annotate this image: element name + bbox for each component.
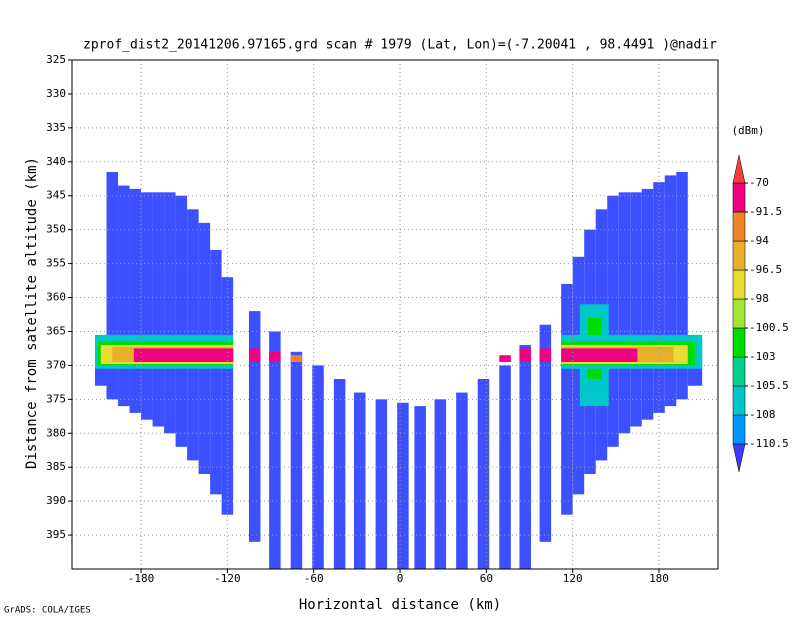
swath-column: [290, 351, 303, 569]
band-cell: [519, 348, 531, 363]
x-tick-label: -60: [304, 572, 324, 585]
x-tick-label: 0: [397, 572, 404, 585]
y-tick-label: 340: [46, 155, 66, 168]
colorbar-swatch: [732, 298, 746, 329]
colorbar-label: -110.5: [749, 437, 789, 450]
y-tick-label: 360: [46, 291, 66, 304]
band-cell: [269, 351, 281, 363]
swath-column: [333, 378, 346, 569]
x-tick-label: 60: [480, 572, 493, 585]
swath-column: [269, 331, 281, 569]
swath-column: [561, 283, 573, 515]
colorbar-label: -70: [749, 176, 769, 189]
band-cell: [499, 355, 511, 363]
chart-title: zprof_dist2_20141206.97165.grd scan # 19…: [83, 38, 717, 53]
x-tick-label: 120: [563, 572, 583, 585]
y-tick-label: 380: [46, 426, 66, 439]
colorbar-swatch: [732, 327, 746, 358]
band-cell: [290, 355, 303, 363]
colorbar-label: -105.5: [749, 379, 789, 392]
swath-column: [653, 182, 665, 413]
swath-column: [164, 192, 176, 434]
y-tick-label: 355: [46, 257, 66, 270]
colorbar-swatch: [732, 356, 746, 387]
colorbar-label: -100.5: [749, 321, 789, 334]
swath-column: [499, 365, 511, 569]
x-axis-label: Horizontal distance (km): [299, 597, 501, 613]
x-tick-label: -180: [128, 572, 155, 585]
swath-column: [519, 345, 531, 569]
swath-column: [607, 195, 619, 447]
x-tick-label: -120: [214, 572, 241, 585]
y-tick-label: 350: [46, 223, 66, 236]
y-tick-label: 395: [46, 528, 66, 541]
swath-column: [118, 185, 130, 407]
band-cell: [248, 348, 261, 363]
swath-column: [414, 406, 426, 569]
y-tick-label: 345: [46, 189, 66, 202]
swath-column: [353, 392, 366, 569]
y-tick-label: 375: [46, 392, 66, 405]
colorbar-unit: (dBm): [731, 124, 764, 137]
swath-column: [141, 192, 153, 420]
swath-column: [106, 171, 119, 400]
swath-column: [312, 365, 324, 569]
swath-column: [456, 392, 468, 569]
colorbar-label: -98: [749, 292, 769, 305]
colorbar-label: -108: [749, 408, 776, 421]
colorbar-label: -96.5: [749, 263, 782, 276]
swath-column: [375, 399, 388, 569]
band-cell: [133, 348, 234, 363]
y-tick-label: 365: [46, 324, 66, 337]
y-tick-label: 325: [46, 53, 66, 66]
colorbar-swatch: [732, 240, 746, 271]
swath-column: [664, 175, 677, 407]
y-tick-label: 390: [46, 494, 66, 507]
band-cell: [561, 348, 638, 363]
footer: GrADS: COLA/IGES: [4, 606, 91, 616]
swath-column: [221, 277, 234, 515]
swath-column: [397, 402, 409, 569]
swath-column: [434, 399, 447, 569]
y-tick-label: 330: [46, 87, 66, 100]
swath-column: [641, 188, 654, 420]
colorbar-label: -103: [749, 350, 776, 363]
swath-column: [210, 250, 222, 495]
x-tick-label: 180: [649, 572, 669, 585]
swath-column: [248, 311, 261, 542]
colorbar-swatch: [732, 443, 746, 473]
colorbar-label: -91.5: [749, 205, 782, 218]
y-tick-label: 370: [46, 358, 66, 371]
y-axis-label: Distance from satellite altitude (km): [24, 157, 40, 469]
swath-column: [175, 195, 188, 447]
colorbar-swatch: [732, 385, 746, 416]
plot-frame: [71, 59, 719, 570]
swath-column: [630, 192, 642, 427]
y-tick-label: 385: [46, 460, 66, 473]
swath-column: [676, 171, 688, 400]
swath-column: [572, 256, 585, 495]
swath-column: [618, 192, 631, 434]
colorbar-label: -94: [749, 234, 769, 247]
swath-column: [539, 324, 552, 542]
swath-column: [152, 192, 165, 427]
colorbar-swatch: [732, 414, 746, 445]
swath-column: [477, 378, 490, 569]
colorbar-swatch: [732, 182, 746, 213]
colorbar-swatch: [732, 211, 746, 242]
band-cell: [539, 348, 552, 363]
colorbar-swatch: [732, 269, 746, 300]
colorbar-swatch: [732, 154, 746, 184]
y-tick-label: 335: [46, 121, 66, 134]
swath-column: [129, 188, 142, 413]
